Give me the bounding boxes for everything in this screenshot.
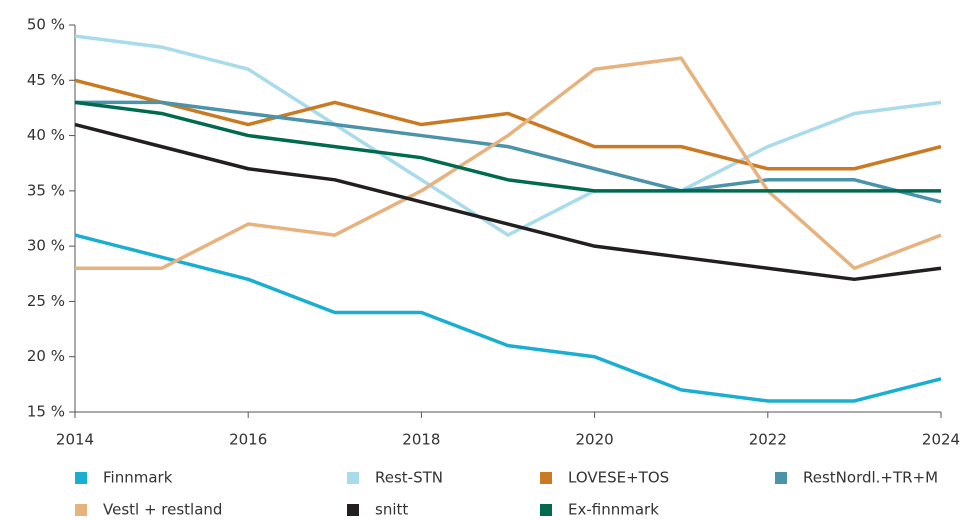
legend-swatch: [540, 504, 552, 516]
series-line: [74, 233, 942, 403]
x-tick-label: 2018: [402, 431, 440, 449]
legend-swatch: [75, 504, 87, 516]
x-tick-label: 2024: [922, 431, 960, 449]
legend-label: snitt: [375, 501, 408, 519]
legend-label: LOVESE+TOS: [568, 469, 669, 487]
legend-label: Vestl + restland: [103, 501, 222, 519]
y-tick-label: 40 %: [27, 126, 65, 144]
y-tick-label: 20 %: [27, 347, 65, 365]
x-tick-label: 2020: [576, 431, 614, 449]
series-line: [74, 100, 941, 193]
series-line: [74, 122, 942, 282]
y-tick-label: 50 %: [27, 16, 65, 34]
legend-label: Rest-STN: [375, 469, 443, 487]
series-line: [75, 100, 942, 204]
legend-swatch: [347, 504, 359, 516]
y-tick-label: 35 %: [27, 181, 65, 199]
series-line: [75, 56, 942, 271]
legend-label: Ex-finnmark: [568, 501, 659, 519]
y-tick-label: 45 %: [27, 71, 65, 89]
y-tick-label: 15 %: [27, 403, 65, 421]
legend-swatch: [347, 472, 359, 484]
x-tick-label: 2016: [229, 431, 267, 449]
legend-label: RestNordl.+TR+M: [803, 469, 938, 487]
legend-swatch: [775, 472, 787, 484]
legend-label: Finnmark: [103, 469, 173, 487]
legend-swatch: [75, 472, 87, 484]
series-line: [74, 78, 942, 171]
series-line: [74, 34, 942, 237]
x-tick-label: 2022: [749, 431, 787, 449]
y-tick-label: 25 %: [27, 292, 65, 310]
y-tick-label: 30 %: [27, 237, 65, 255]
legend-swatch: [540, 472, 552, 484]
x-tick-label: 2014: [56, 431, 94, 449]
